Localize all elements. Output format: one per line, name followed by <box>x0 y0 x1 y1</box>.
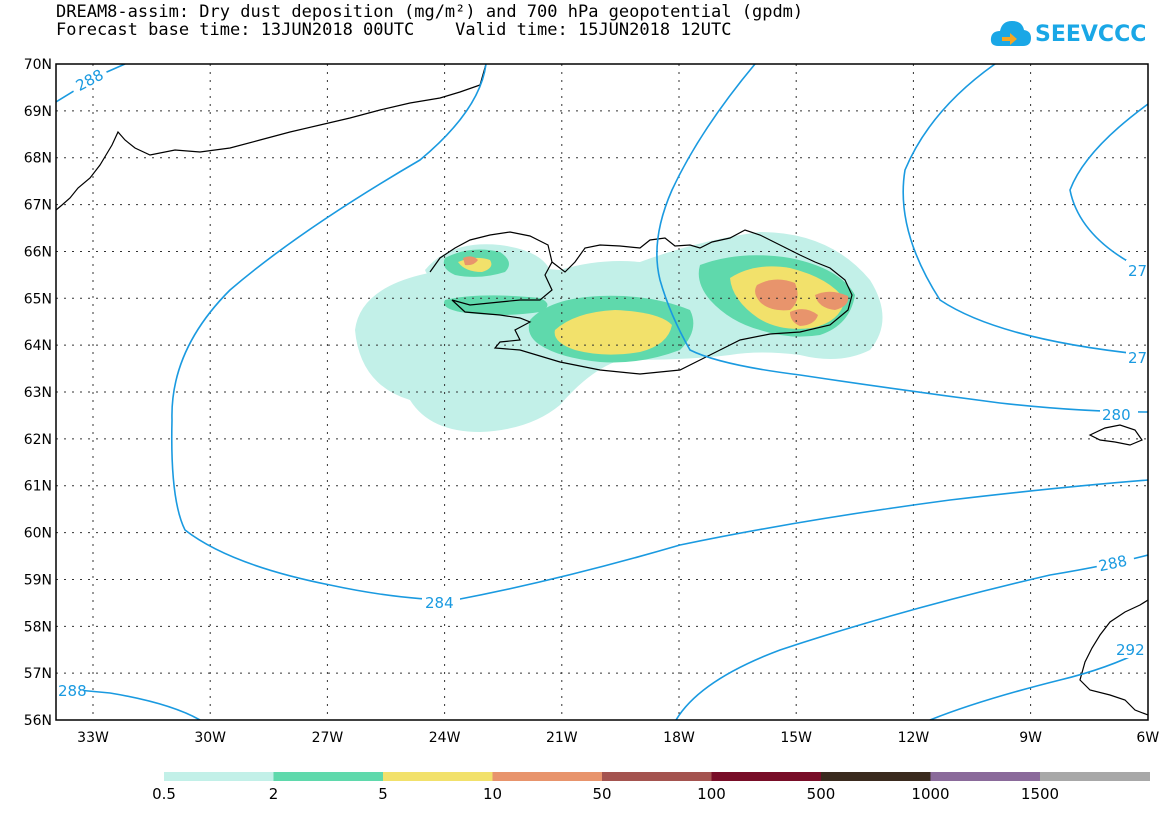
latitude-label: 63N <box>24 385 52 401</box>
contour-label: 288 <box>58 682 87 700</box>
greenland-coast <box>56 64 487 211</box>
cloud-icon <box>990 21 1031 46</box>
contour-278 <box>902 64 1148 356</box>
legend-label: 10 <box>482 785 503 803</box>
legend-colorbar <box>164 772 1150 781</box>
legend-label: 50 <box>592 785 612 803</box>
legend-swatch <box>383 772 493 781</box>
latitude-label: 66N <box>24 244 52 260</box>
contour-label: 292 <box>1116 641 1145 659</box>
latitude-label: 70N <box>24 57 52 73</box>
legend-label: 1000 <box>911 785 950 803</box>
legend-swatch <box>930 772 1041 781</box>
latitude-label: 62N <box>24 432 52 448</box>
dust-region-10 <box>463 256 478 266</box>
contour-292 <box>929 647 1148 720</box>
latitude-label: 67N <box>24 198 52 214</box>
longitude-label: 9W <box>1019 730 1042 746</box>
scotland-coast <box>1079 599 1148 716</box>
contour-284 <box>170 64 1148 601</box>
longitude-label: 21W <box>546 730 578 746</box>
latitude-labels: 70N 69N 68N 67N 66N 65N 64N 63N 62N 61N 60N 59N 58N 5… <box>24 57 52 729</box>
contour-label: 27 <box>1128 262 1147 280</box>
faroe-coast <box>1088 424 1143 446</box>
contour-label: 280 <box>1102 406 1131 424</box>
logo-text: SEEVCCC <box>1035 22 1147 47</box>
latitude-label: 61N <box>24 479 52 495</box>
map-title-line2: Forecast base time: 13JUN2018 00UTC Vali… <box>56 20 732 40</box>
legend-swatch <box>164 772 274 781</box>
longitude-label: 33W <box>77 730 109 746</box>
latitude-label: 56N <box>24 713 52 729</box>
legend-swatch <box>492 772 603 781</box>
longitude-label: 6W <box>1136 730 1159 746</box>
seevccc-logo: SEEVCCC <box>990 16 1146 58</box>
contour-288-se <box>675 554 1148 720</box>
legend-swatch <box>602 772 712 781</box>
longitude-labels: 33W 30W 27W 24W 21W 18W 15W 12W 9W 6W <box>77 730 1159 746</box>
legend-label: 500 <box>806 785 836 803</box>
legend-swatch <box>273 772 384 781</box>
longitude-label: 30W <box>194 730 226 746</box>
longitude-label: 27W <box>312 730 344 746</box>
dust-region-10 <box>790 309 818 326</box>
latitude-label: 64N <box>24 338 52 354</box>
legend-swatch <box>711 772 822 781</box>
dust-region-10 <box>755 279 798 311</box>
legend-swatch <box>821 772 931 781</box>
contour-label: 288 <box>1097 552 1129 576</box>
latitude-label: 69N <box>24 104 52 120</box>
dust-shading <box>355 232 883 432</box>
contour-label: 284 <box>425 594 454 612</box>
geopotential-contours <box>56 64 1148 720</box>
legend-label: 0.5 <box>152 785 176 803</box>
map-title-line1: DREAM8-assim: Dry dust deposition (mg/m²… <box>56 2 804 22</box>
latitude-label: 58N <box>24 619 52 635</box>
latitude-label: 68N <box>24 151 52 167</box>
latitude-label: 59N <box>24 572 52 588</box>
graticule <box>56 64 1148 720</box>
dust-region-5 <box>554 310 672 355</box>
map-frame <box>55 63 1149 721</box>
latitude-label: 57N <box>24 666 52 682</box>
iceland-coast <box>429 229 853 375</box>
contour-280 <box>656 64 1148 413</box>
legend-label: 100 <box>697 785 726 803</box>
latitude-label: 60N <box>24 526 52 542</box>
coastlines <box>56 64 1148 716</box>
legend-swatch <box>1040 772 1150 781</box>
contour-278-e <box>1069 103 1148 273</box>
latitude-label: 65N <box>24 291 52 307</box>
legend-label: 1500 <box>1020 785 1060 803</box>
contour-label: 27 <box>1128 349 1147 367</box>
contour-288-sw <box>56 687 201 720</box>
dust-region-10 <box>815 291 849 310</box>
longitude-label: 12W <box>898 730 930 746</box>
legend-label: 2 <box>268 785 279 803</box>
longitude-label: 24W <box>429 730 461 746</box>
longitude-label: 18W <box>663 730 695 746</box>
legend-label: 5 <box>378 785 388 803</box>
longitude-label: 15W <box>780 730 812 746</box>
